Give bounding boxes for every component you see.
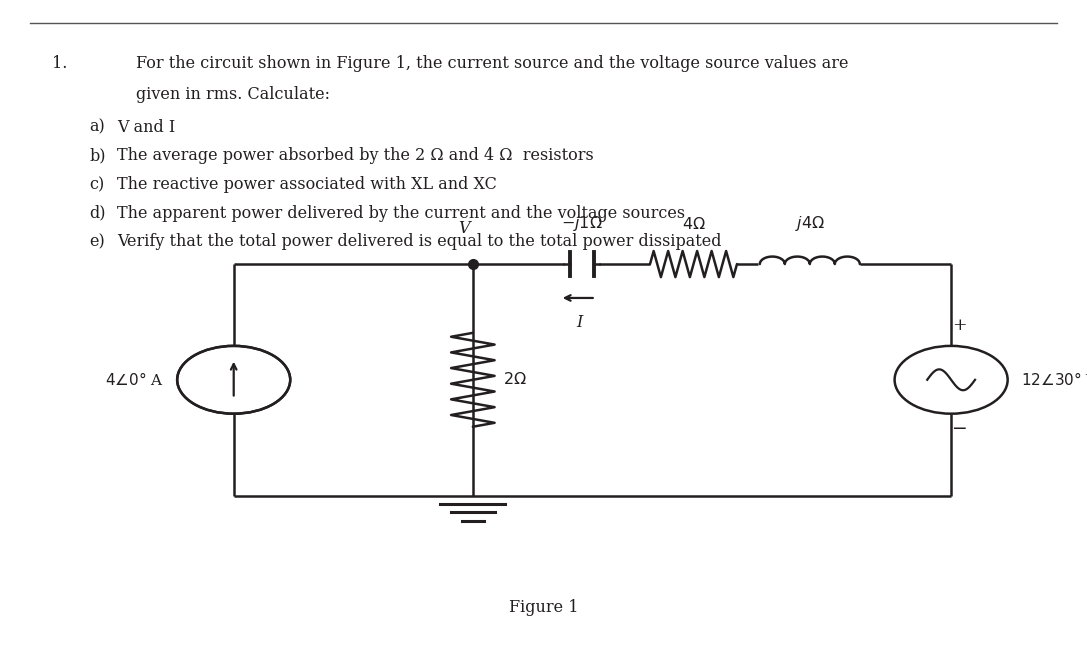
Text: The apparent power delivered by the current and the voltage sources: The apparent power delivered by the curr… (117, 205, 686, 222)
Text: $12\angle 30°$ V: $12\angle 30°$ V (1021, 371, 1087, 389)
Text: $4\Omega$: $4\Omega$ (682, 216, 705, 233)
Text: I: I (576, 314, 583, 331)
Text: Verify that the total power delivered is equal to the total power dissipated: Verify that the total power delivered is… (117, 233, 722, 250)
Text: b): b) (89, 147, 105, 164)
Text: V: V (459, 220, 470, 237)
Text: For the circuit shown in Figure 1, the current source and the voltage source val: For the circuit shown in Figure 1, the c… (136, 55, 848, 72)
Text: The average power absorbed by the 2 Ω and 4 Ω  resistors: The average power absorbed by the 2 Ω an… (117, 147, 595, 164)
Text: 1.: 1. (52, 55, 67, 72)
Text: $-j1\Omega$: $-j1\Omega$ (561, 214, 602, 233)
Text: $4\angle 0°$ A: $4\angle 0°$ A (105, 371, 164, 389)
Text: $j4\Omega$: $j4\Omega$ (795, 214, 825, 233)
Text: c): c) (89, 176, 104, 193)
Text: +: + (952, 317, 967, 334)
Text: V and I: V and I (117, 119, 176, 136)
Circle shape (177, 346, 290, 414)
Text: d): d) (89, 205, 105, 222)
Circle shape (895, 346, 1008, 414)
Text: −: − (952, 421, 967, 438)
Text: a): a) (89, 119, 104, 136)
Text: The reactive power associated with XL and XC: The reactive power associated with XL an… (117, 176, 497, 193)
Text: e): e) (89, 233, 104, 250)
Text: given in rms. Calculate:: given in rms. Calculate: (136, 86, 329, 103)
Text: Figure 1: Figure 1 (509, 599, 578, 616)
Text: $2\Omega$: $2\Omega$ (503, 371, 527, 389)
